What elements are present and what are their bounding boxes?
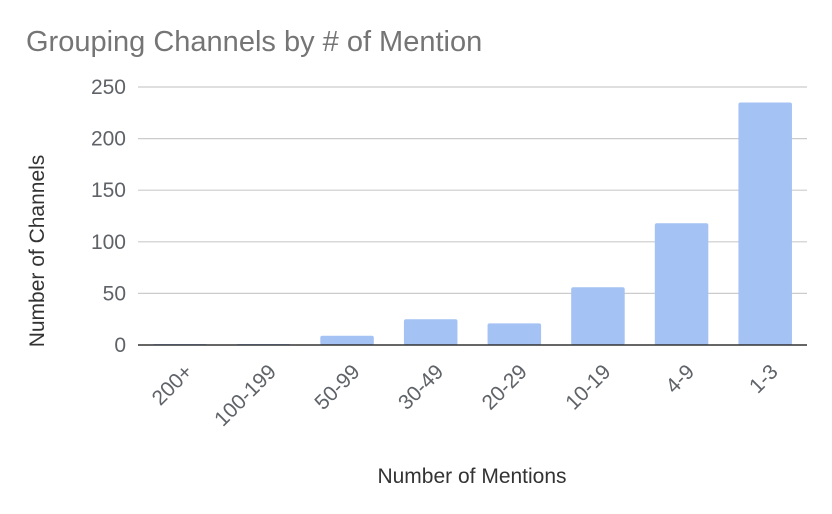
bar-20-29 [487, 323, 542, 345]
bar-10-19 [571, 287, 625, 345]
bar-30-49 [403, 319, 458, 345]
x-tick-label: 200+ [148, 360, 198, 410]
bar-50-99 [320, 335, 374, 345]
x-tick-label: 100-199 [210, 360, 281, 431]
y-axis-title: Number of Channels [26, 155, 49, 348]
y-tick-label: 50 [103, 282, 126, 305]
chart-title: Grouping Channels by # of Mention [26, 26, 482, 58]
x-tick-label: 20-29 [478, 360, 532, 414]
x-tick-label: 1-3 [745, 360, 783, 398]
x-tick-label: 50-99 [310, 360, 364, 414]
x-tick-label: 10-19 [561, 360, 615, 414]
bar-4-9 [654, 223, 709, 345]
x-tick-label: 30-49 [394, 360, 448, 414]
y-tick-label: 200 [91, 128, 126, 151]
x-tick-label: 4-9 [661, 360, 699, 398]
y-tick-label: 150 [91, 179, 126, 202]
x-axis-ticks: 200+ 100-199 50-99 30-49 20-29 10-19 4-9 1-3 [148, 360, 783, 431]
y-tick-label: 250 [91, 76, 126, 99]
y-tick-label: 0 [114, 334, 126, 357]
x-axis-title: Number of Mentions [377, 465, 566, 488]
y-tick-label: 100 [91, 231, 126, 254]
bars [153, 102, 792, 345]
bar-1-3 [738, 102, 792, 345]
y-axis-ticks: 0 50 100 150 200 250 [91, 76, 126, 357]
